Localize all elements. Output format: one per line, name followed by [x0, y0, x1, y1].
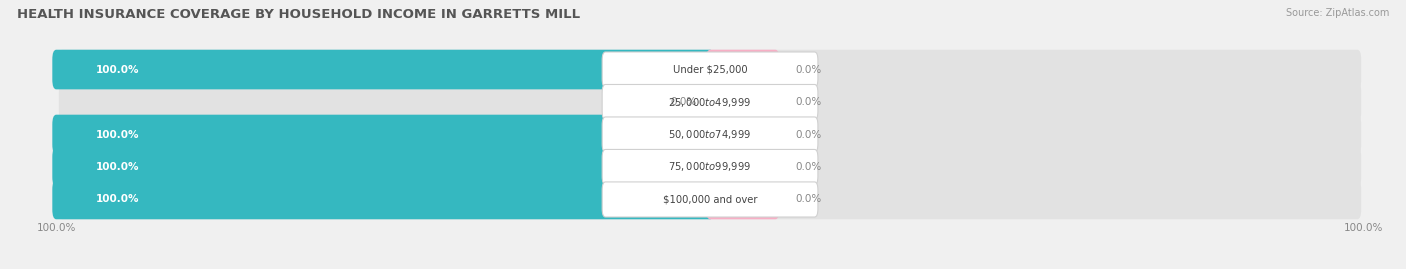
Text: 100.0%: 100.0% — [96, 65, 139, 75]
FancyBboxPatch shape — [52, 180, 714, 219]
FancyBboxPatch shape — [706, 115, 779, 154]
Text: 0.0%: 0.0% — [794, 97, 821, 107]
Text: Source: ZipAtlas.com: Source: ZipAtlas.com — [1285, 8, 1389, 18]
FancyBboxPatch shape — [59, 82, 1361, 122]
Text: 100.0%: 100.0% — [96, 194, 139, 204]
FancyBboxPatch shape — [602, 117, 818, 152]
FancyBboxPatch shape — [602, 182, 818, 217]
FancyBboxPatch shape — [59, 50, 1361, 89]
FancyBboxPatch shape — [59, 115, 1361, 154]
FancyBboxPatch shape — [706, 180, 779, 219]
FancyBboxPatch shape — [602, 52, 818, 87]
Text: $50,000 to $74,999: $50,000 to $74,999 — [668, 128, 752, 141]
FancyBboxPatch shape — [59, 147, 1361, 187]
Text: 0.0%: 0.0% — [794, 194, 821, 204]
FancyBboxPatch shape — [602, 84, 818, 119]
Text: $25,000 to $49,999: $25,000 to $49,999 — [668, 95, 752, 108]
Text: 100.0%: 100.0% — [96, 162, 139, 172]
Text: 0.0%: 0.0% — [794, 129, 821, 140]
Text: $100,000 and over: $100,000 and over — [662, 194, 758, 204]
Text: 0.0%: 0.0% — [794, 162, 821, 172]
FancyBboxPatch shape — [52, 147, 714, 187]
FancyBboxPatch shape — [52, 50, 714, 89]
FancyBboxPatch shape — [602, 150, 818, 185]
FancyBboxPatch shape — [706, 82, 779, 122]
FancyBboxPatch shape — [59, 180, 1361, 219]
Text: 0.0%: 0.0% — [671, 97, 697, 107]
Text: $75,000 to $99,999: $75,000 to $99,999 — [668, 161, 752, 174]
FancyBboxPatch shape — [706, 147, 779, 187]
Text: Under $25,000: Under $25,000 — [672, 65, 748, 75]
Text: 100.0%: 100.0% — [96, 129, 139, 140]
Text: 0.0%: 0.0% — [794, 65, 821, 75]
FancyBboxPatch shape — [52, 115, 714, 154]
Text: HEALTH INSURANCE COVERAGE BY HOUSEHOLD INCOME IN GARRETTS MILL: HEALTH INSURANCE COVERAGE BY HOUSEHOLD I… — [17, 8, 581, 21]
FancyBboxPatch shape — [706, 50, 779, 89]
